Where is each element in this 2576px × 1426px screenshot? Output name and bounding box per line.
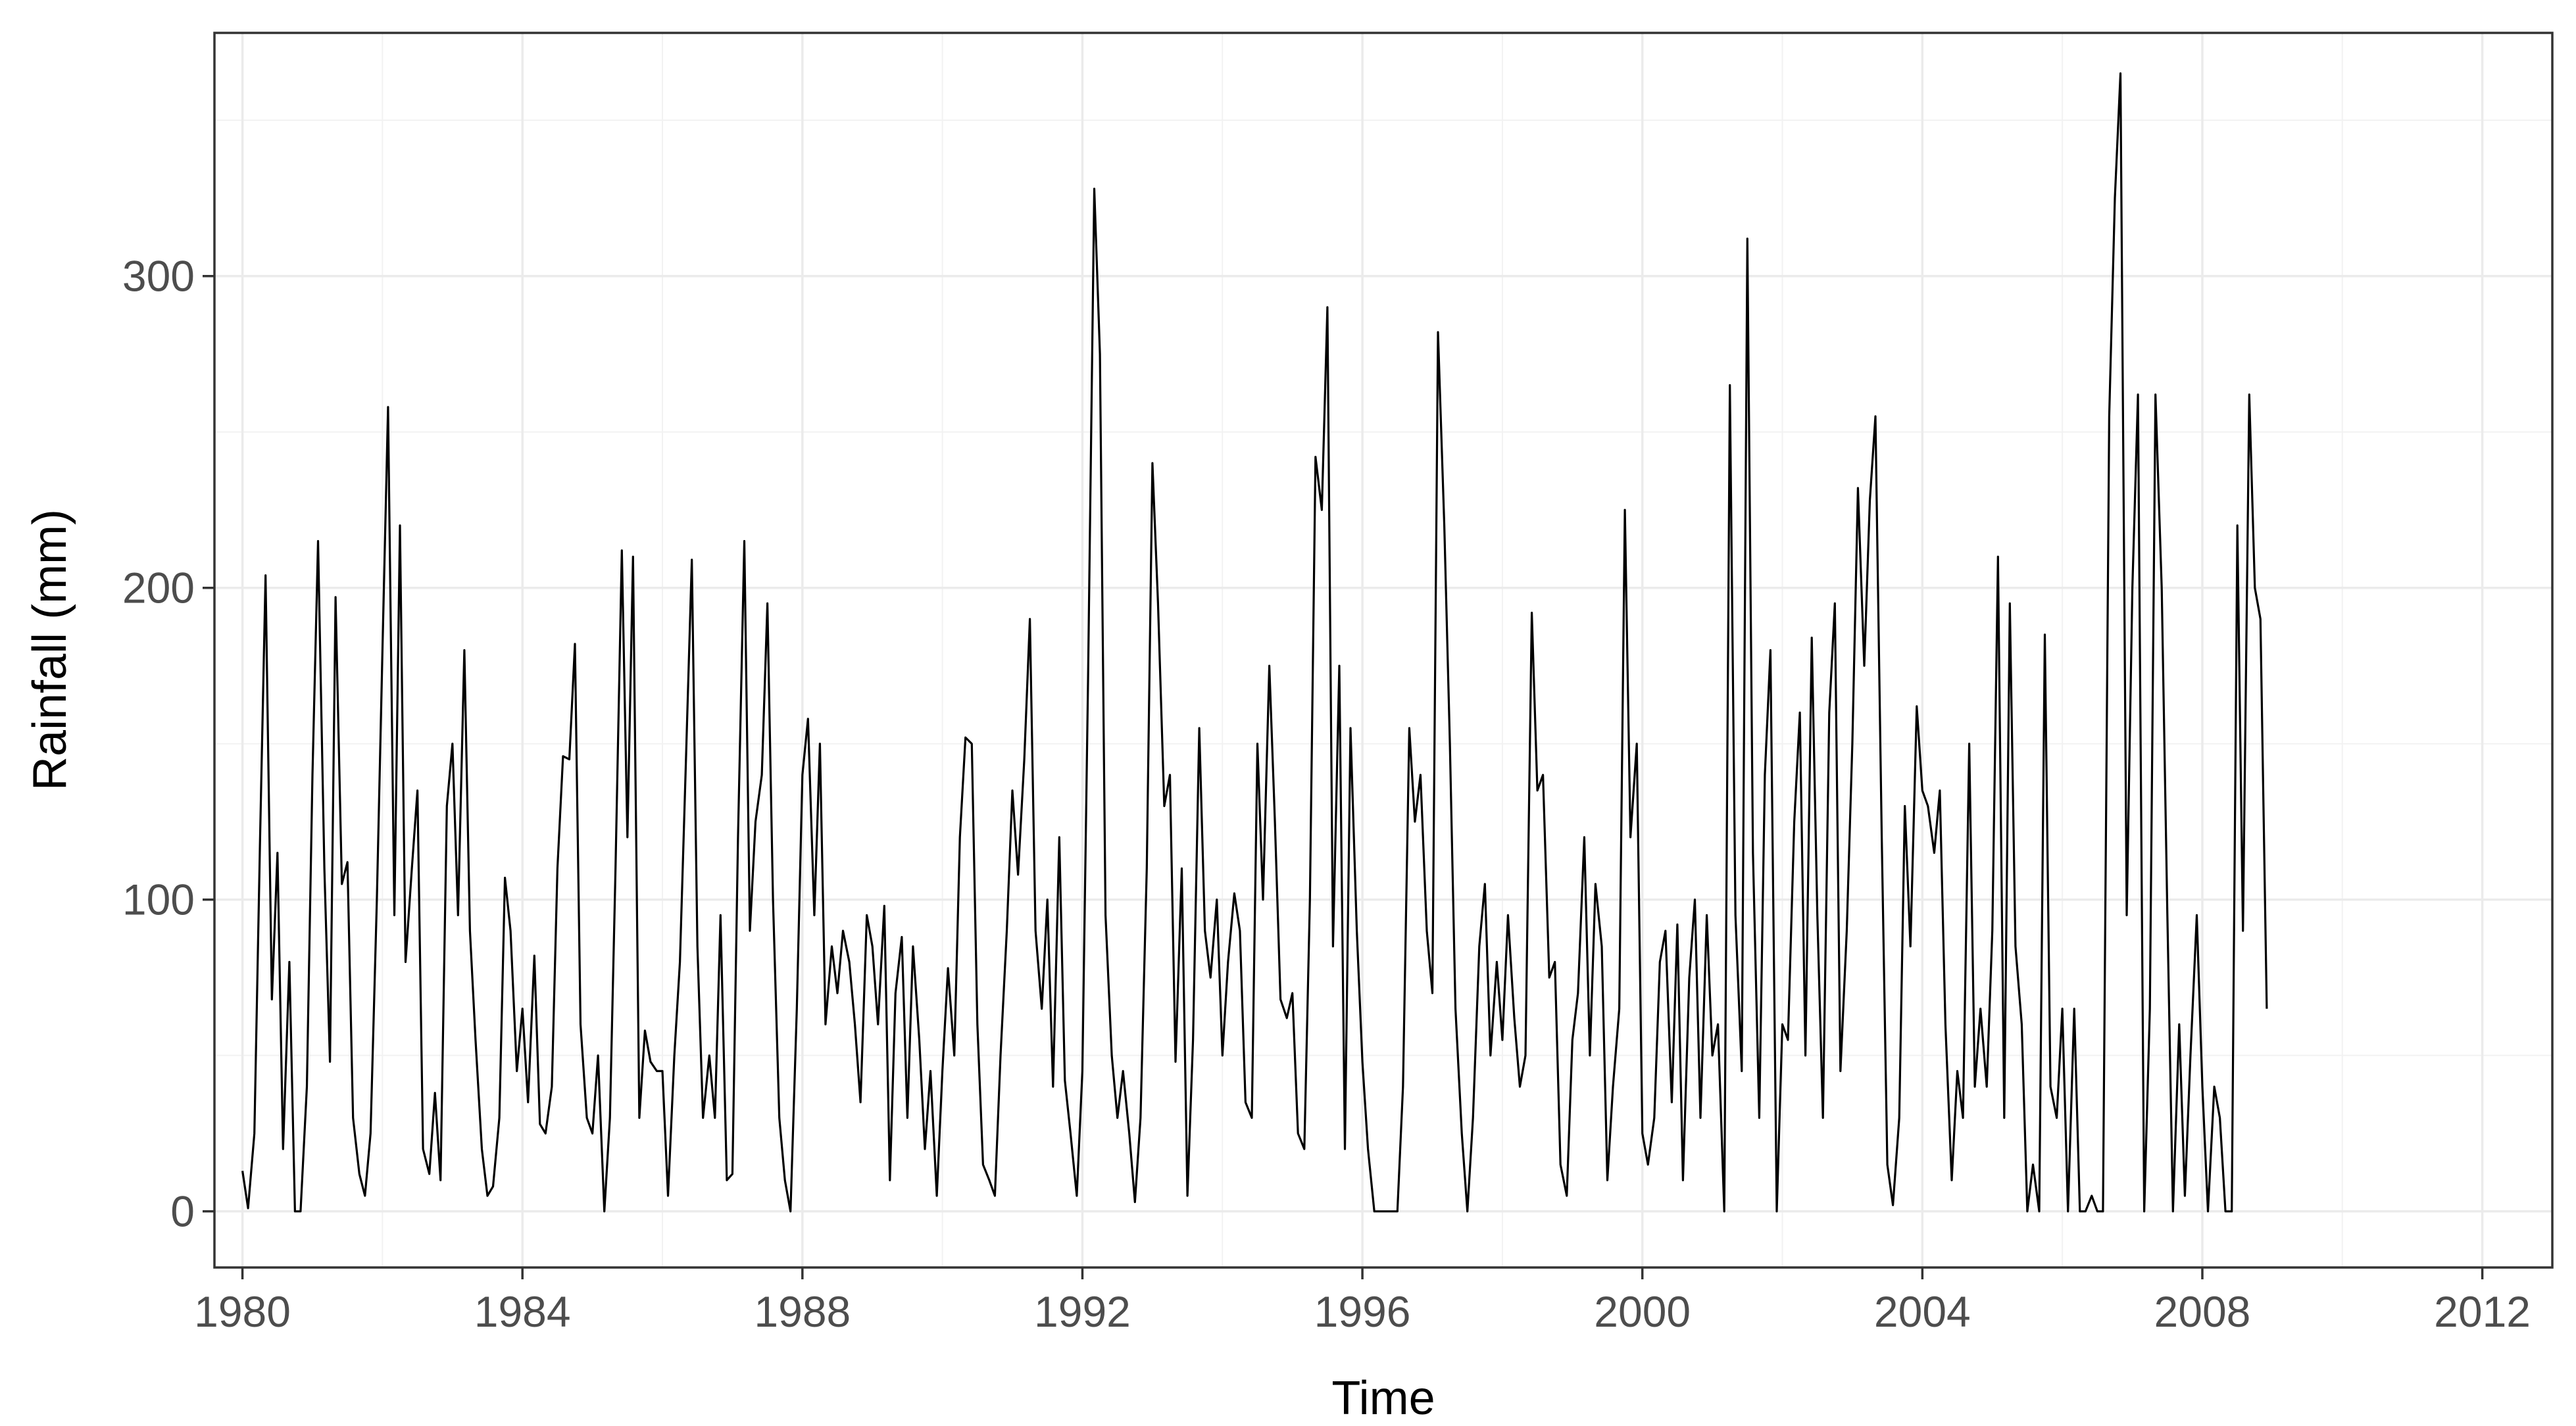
y-axis: 0 100 200 300	[122, 252, 214, 1236]
x-tick-label: 2000	[1594, 1287, 1691, 1336]
x-tick-label: 2008	[2154, 1287, 2251, 1336]
x-tick-label: 2012	[2434, 1287, 2531, 1336]
x-tick-label: 1988	[754, 1287, 851, 1336]
x-tick-label: 1996	[1314, 1287, 1411, 1336]
y-axis-title: Rainfall (mm)	[24, 509, 76, 791]
series-line	[241, 72, 2268, 1213]
y-tick-label: 200	[122, 564, 195, 612]
x-tick-label: 1984	[474, 1287, 571, 1336]
x-axis: 1980 1984 1988 1992 1996 2000 2004 2008 2012	[194, 1267, 2531, 1336]
x-axis-title: Time	[1331, 1372, 1435, 1425]
y-tick-label: 0	[170, 1187, 195, 1236]
minor-gridlines	[214, 33, 2552, 1267]
x-tick-label: 2004	[1874, 1287, 1971, 1336]
y-tick-label: 100	[122, 875, 195, 924]
x-tick-label: 1980	[194, 1287, 291, 1336]
x-tick-label: 1992	[1034, 1287, 1131, 1336]
plot-border	[213, 32, 2554, 1269]
y-tick-label: 300	[122, 252, 195, 301]
